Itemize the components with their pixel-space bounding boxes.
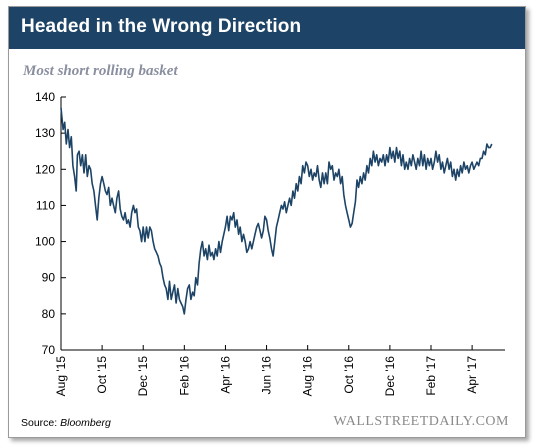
chart-title: Headed in the Wrong Direction <box>21 16 302 37</box>
series-line <box>60 107 493 315</box>
source-label: Source: <box>21 417 58 429</box>
y-tick-label: 90 <box>42 271 56 285</box>
y-tick-label: 80 <box>42 307 56 321</box>
y-tick-label: 120 <box>35 162 55 176</box>
x-tick-label: Aug '16 <box>301 356 315 397</box>
x-tick-label: Feb '17 <box>424 356 438 396</box>
y-tick-label: 110 <box>36 198 55 212</box>
chart-card: Headed in the Wrong Direction Most short… <box>8 6 526 438</box>
x-tick-label: Jun '16 <box>260 356 274 395</box>
y-tick-label: 140 <box>35 90 55 104</box>
y-tick-label: 130 <box>35 126 55 140</box>
x-tick-label: Feb '16 <box>177 356 191 396</box>
x-tick-label: Apr '17 <box>465 356 479 394</box>
x-tick-label: Dec '15 <box>136 356 150 397</box>
line-chart: 70 80 90 100 110 120 130 140 Aug '15 Oct '15 Dec '… <box>35 90 505 397</box>
y-tick-label: 100 <box>35 235 55 249</box>
x-tick-label: Oct '15 <box>95 356 109 394</box>
title-bar: Headed in the Wrong Direction <box>9 7 525 49</box>
brand-logo: WALLSTREETDAILY.COM <box>333 414 509 429</box>
chart-subtitle: Most short rolling basket <box>23 63 178 79</box>
source-value: Bloomberg <box>60 417 111 429</box>
x-tick-label: Apr '16 <box>218 356 232 394</box>
x-tick-label: Dec '16 <box>383 356 397 397</box>
x-tick-label: Oct '16 <box>342 356 356 394</box>
source-note: Source: Bloomberg <box>21 417 111 429</box>
x-tick-label: Aug '15 <box>54 356 68 397</box>
y-tick-label: 70 <box>42 343 56 357</box>
